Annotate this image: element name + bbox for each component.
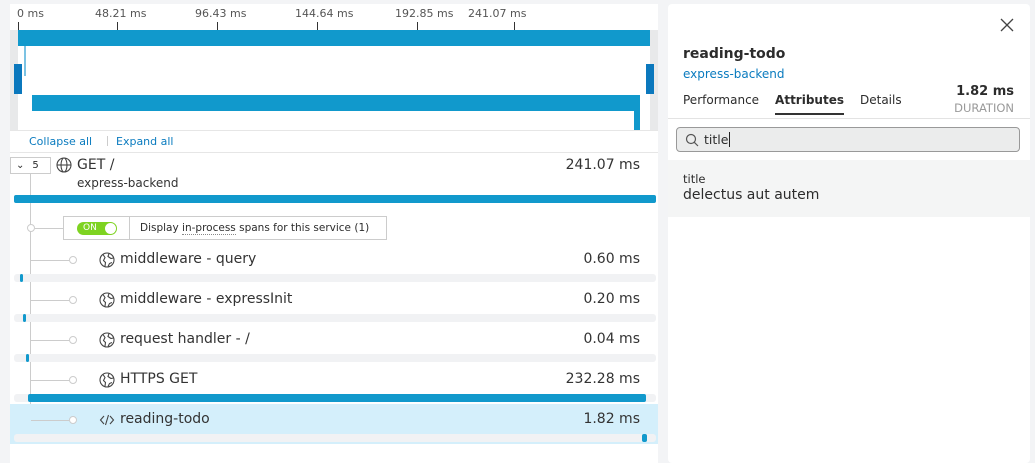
span-duration: 0.60 ms: [583, 251, 640, 267]
trace-waterfall-panel: 0 ms 48.21 ms 96.43 ms 144.64 ms 192.85 ms 24…: [10, 4, 658, 463]
span-title: reading-todo: [683, 46, 786, 62]
span-duration: 0.04 ms: [583, 331, 640, 347]
attribute-value: delectus aut autem: [683, 187, 820, 203]
timeline-tick-label: 241.07 ms: [468, 7, 527, 20]
overview-bar-root: [18, 30, 650, 46]
span-bar: [19, 274, 23, 282]
root-duration: 241.07 ms: [565, 157, 640, 173]
timeline-tick: [217, 22, 218, 34]
root-service-name: express-backend: [77, 176, 179, 190]
tab-performance[interactable]: Performance: [683, 93, 760, 107]
span-bar-track: [14, 274, 656, 282]
attribute-row: title delectus aut autem: [668, 160, 1030, 217]
span-bar-track: [14, 314, 656, 322]
chevron-down-icon: ⌄: [16, 160, 25, 171]
span-name: HTTPS GET: [120, 371, 198, 387]
span-row[interactable]: reading-todo 1.82 ms: [10, 404, 658, 444]
span-duration: 232.28 ms: [565, 371, 640, 387]
expand-toggle-button[interactable]: ⌄ 5: [10, 157, 51, 174]
timeline-tick-label: 192.85 ms: [395, 7, 454, 20]
span-name: middleware - query: [120, 251, 257, 267]
root-span-name[interactable]: GET /: [77, 157, 115, 173]
globe-icon: [99, 372, 115, 388]
span-row[interactable]: request handler - / 0.04 ms: [10, 324, 658, 364]
close-icon[interactable]: [1000, 18, 1014, 32]
range-handle-left[interactable]: [14, 64, 22, 94]
span-duration: 0.20 ms: [583, 291, 640, 307]
span-name: middleware - expressInit: [120, 291, 293, 307]
globe-icon: [99, 292, 115, 308]
range-handle-right[interactable]: [646, 64, 654, 94]
timeline-tick: [117, 22, 118, 34]
attribute-search-input[interactable]: title: [704, 132, 731, 147]
span-detail-panel: reading-todo express-backend 1.82 ms DUR…: [668, 4, 1030, 463]
in-process-toggle-label: Display in-process spans for this servic…: [140, 222, 370, 235]
span-row[interactable]: middleware - expressInit 0.20 ms: [10, 284, 658, 324]
span-bar: [27, 394, 647, 402]
span-bar: [22, 314, 26, 322]
code-icon: [99, 412, 115, 428]
globe-icon: [56, 157, 72, 173]
collapse-all-link[interactable]: Collapse all: [29, 135, 93, 148]
timeline-tick-label: 48.21 ms: [95, 7, 147, 20]
tab-details[interactable]: Details: [860, 93, 902, 107]
timeline-tick-label: 144.64 ms: [295, 7, 354, 20]
duration-label: DURATION: [954, 101, 1014, 115]
span-duration: 1.82 ms: [956, 84, 1014, 99]
span-bar-track: [14, 354, 656, 362]
span-row[interactable]: HTTPS GET 232.28 ms: [10, 364, 658, 404]
tab-attributes[interactable]: Attributes: [775, 93, 844, 115]
attribute-search-field[interactable]: title: [676, 127, 1020, 152]
timeline-tick: [417, 22, 418, 34]
overview-bar-https-get: [32, 95, 640, 111]
span-service-link[interactable]: express-backend: [683, 67, 785, 81]
attribute-key: title: [683, 172, 706, 186]
globe-icon: [99, 252, 115, 268]
search-icon: [685, 133, 699, 147]
timeline-tick: [514, 22, 515, 34]
span-row[interactable]: middleware - query 0.60 ms: [10, 244, 658, 284]
expand-all-link[interactable]: Expand all: [116, 135, 174, 148]
span-bar: [642, 434, 648, 442]
timeline-tick-label: 0 ms: [17, 7, 44, 20]
root-span-bar: [14, 195, 656, 203]
overview-minimap[interactable]: [10, 30, 658, 130]
in-process-spans-toggle-box: ON Display in-process spans for this ser…: [63, 216, 387, 240]
timeline-tick: [18, 22, 19, 34]
timeline-tick: [317, 22, 318, 34]
span-name: request handler - /: [120, 331, 250, 347]
span-name: reading-todo: [120, 411, 210, 427]
span-bar: [25, 354, 29, 362]
in-process-toggle[interactable]: ON: [77, 221, 117, 235]
span-duration: 1.82 ms: [583, 411, 640, 427]
globe-icon: [99, 332, 115, 348]
timeline-tick-label: 96.43 ms: [195, 7, 247, 20]
span-bar-track: [14, 434, 656, 442]
